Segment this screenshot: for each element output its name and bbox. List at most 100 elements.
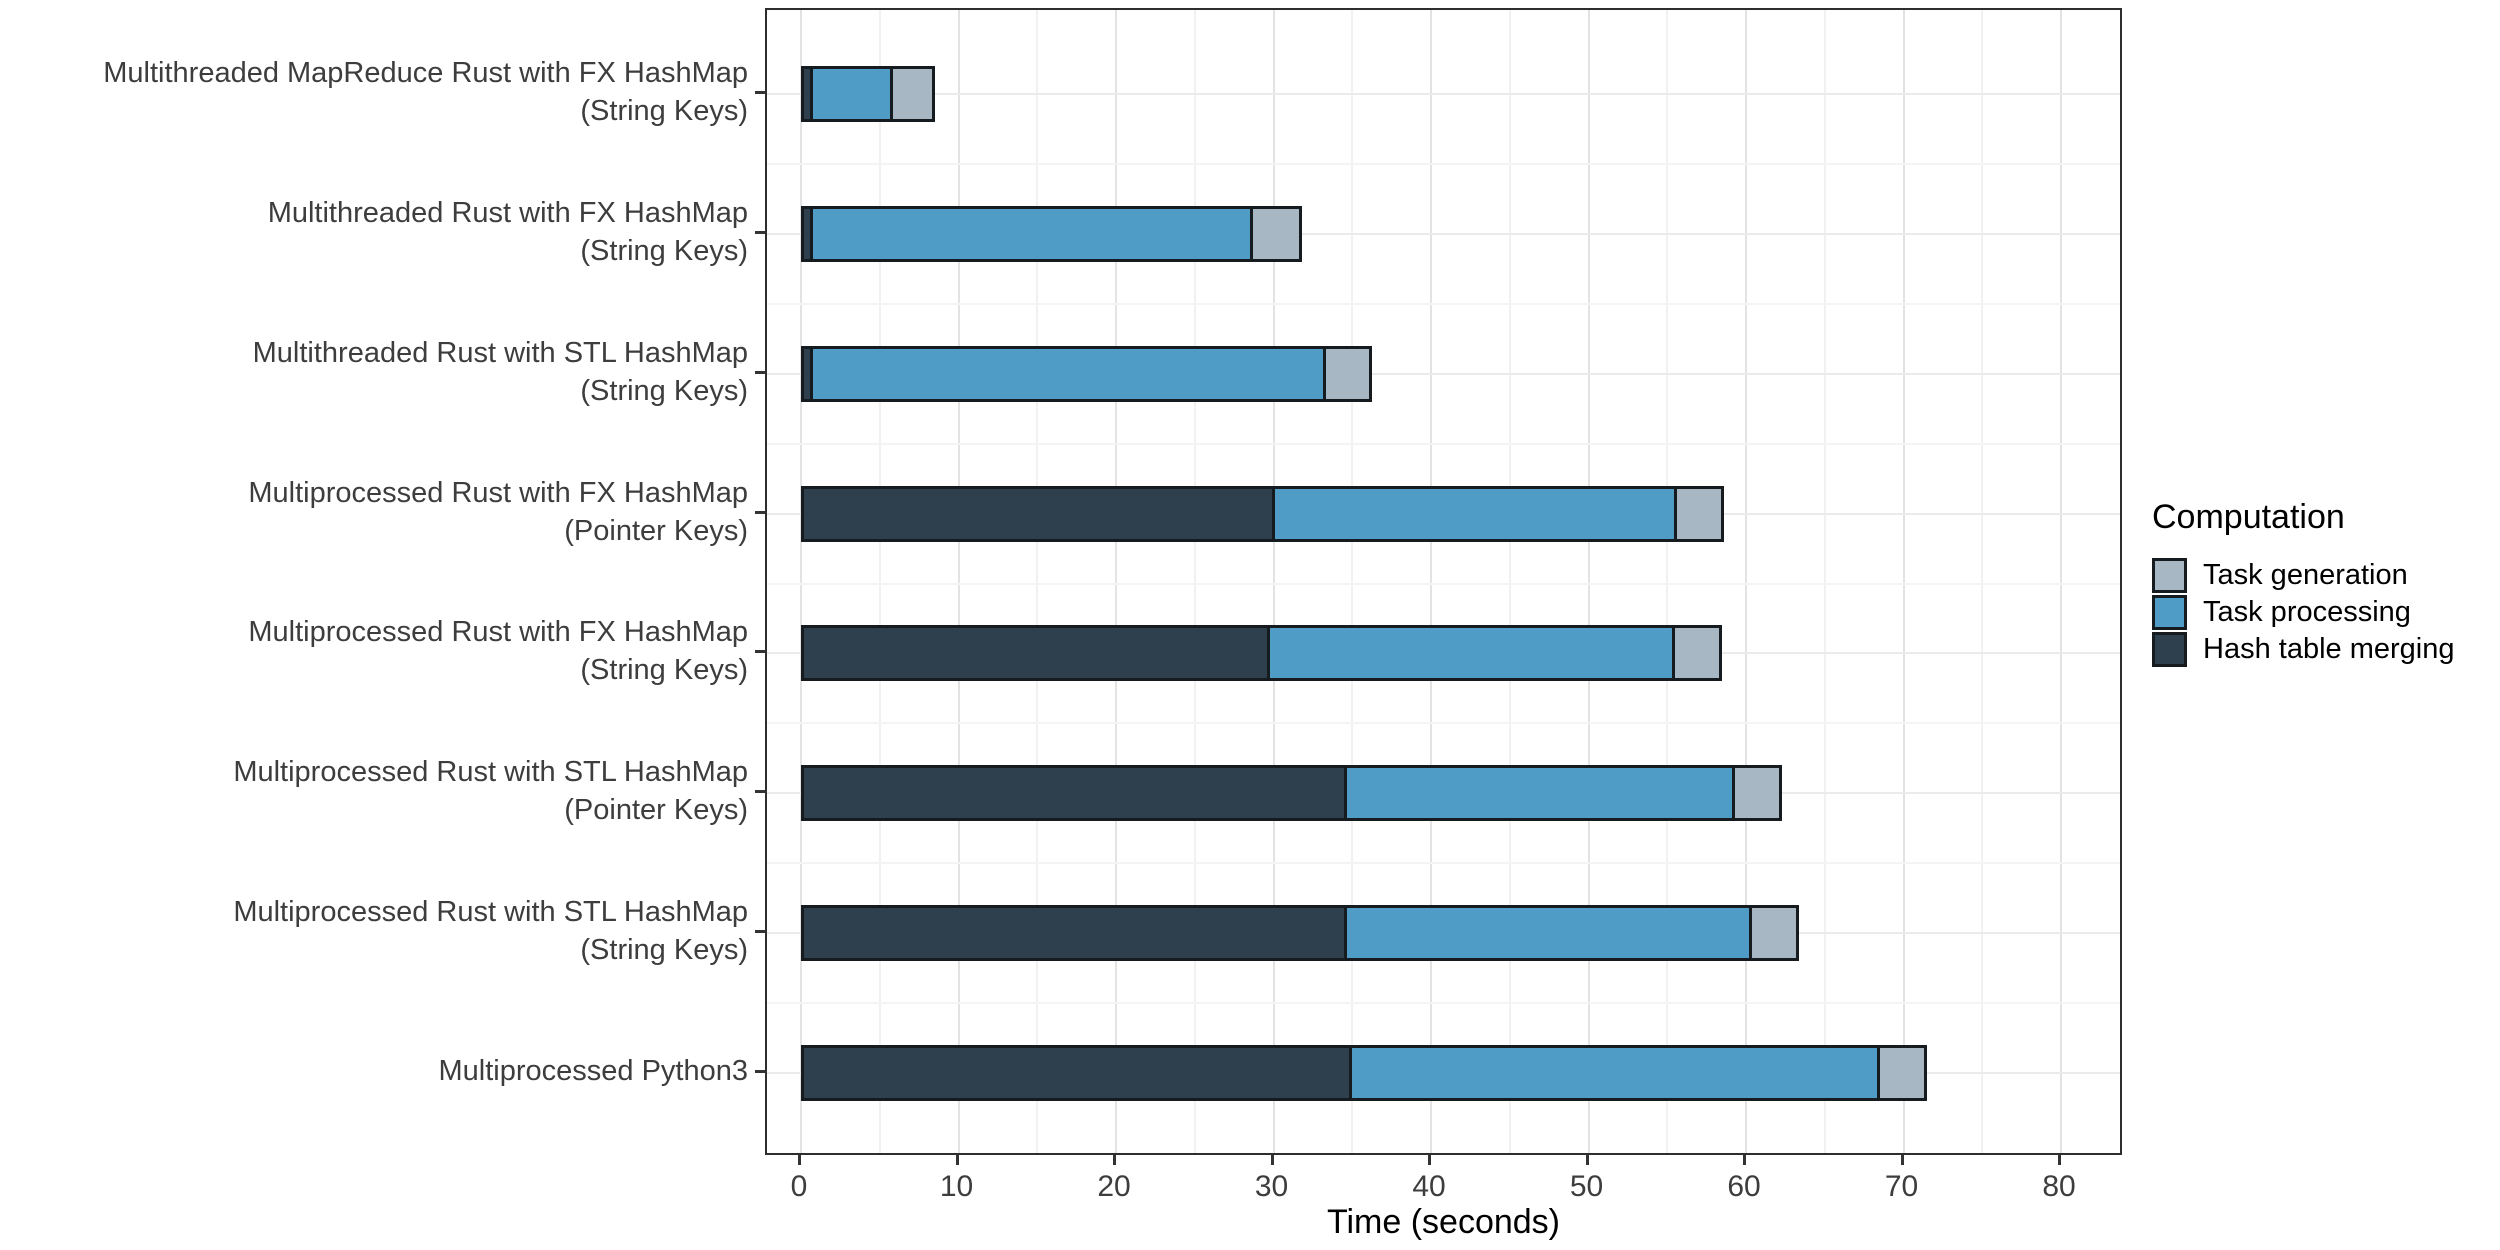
bar-segment-hash-table-merging [804,348,811,399]
bar-segment-task-processing [810,208,1251,259]
stacked-bar [801,625,1723,682]
category-label-line: Multiprocessed Rust with STL HashMap [233,756,748,789]
x-gridline-minor [878,10,881,1153]
y-gridline-minor [767,1002,2120,1005]
x-gridline-major [1745,10,1747,1153]
bar-segment-hash-table-merging [804,768,1345,819]
bar-segment-task-processing [1271,488,1674,539]
bar-segment-task-generation [1732,768,1779,819]
category-label-line: (String Keys) [580,94,748,127]
x-tick-mark [1743,1155,1746,1165]
category-label-line: (String Keys) [580,934,748,967]
legend-item: Task generation [2152,557,2454,594]
y-gridline-major [767,232,2120,235]
stacked-bar [801,485,1724,542]
x-gridline-major [1587,10,1590,1153]
category-label: Multithreaded MapReduce Rust with FX Has… [0,54,748,130]
x-gridline-minor [1351,10,1354,1153]
category-label-line: (Pointer Keys) [564,514,748,547]
category-label-line: Multiprocessed Rust with FX HashMap [248,476,748,509]
category-label: Multiprocessed Rust with FX HashMap (Poin… [0,474,748,550]
x-tick-mark [1428,1155,1431,1165]
bar-segment-task-generation [1672,628,1720,679]
x-gridline-minor [1981,10,1984,1153]
bar-segment-task-processing [810,348,1323,399]
legend-swatch-hash-table-merging [2152,632,2187,667]
x-tick-mark [1585,1155,1589,1165]
bar-segment-task-processing [1344,768,1733,819]
y-gridline-minor [767,862,2120,865]
y-tick-mark [755,370,765,374]
bar-segment-task-generation [1876,1048,1924,1099]
legend-swatch-task-processing [2152,595,2187,630]
y-gridline-minor [767,582,2120,585]
bar-segment-hash-table-merging [804,488,1272,539]
y-gridline-major [767,92,2120,95]
stacked-bar [801,765,1782,822]
bar-segment-task-processing [1344,908,1750,959]
category-label-line: Multithreaded Rust with FX HashMap [267,196,748,229]
bar-segment-task-generation [1673,488,1721,539]
category-label-line: Multithreaded MapReduce Rust with FX Has… [103,56,748,89]
x-tick-label: 10 [939,1170,974,1203]
category-label-line: Multiprocessed Rust with STL HashMap [233,896,748,929]
x-tick-mark [1900,1155,1904,1165]
bar-segment-hash-table-merging [804,908,1345,959]
bar-segment-task-processing [1349,1048,1877,1099]
y-gridline-minor [767,302,2120,305]
x-gridline-major [1272,10,1275,1153]
y-tick-mark [755,1070,765,1074]
bar-segment-hash-table-merging [804,208,811,259]
category-label: Multiprocessed Python3 [0,1052,749,1090]
category-label-line: (Pointer Keys) [564,794,748,827]
bar-segment-task-processing [1267,628,1673,679]
x-gridline-major [1115,10,1117,1153]
stacked-bar [801,205,1302,262]
x-tick-label: 40 [1412,1170,1446,1203]
bar-segment-hash-table-merging [804,628,1268,679]
bar-segment-task-generation [1322,348,1370,399]
x-tick-mark [798,1155,801,1165]
category-label-line: Multiprocessed Python3 [438,1055,749,1088]
stacked-bar [801,905,1800,962]
category-label: Multiprocessed Rust with FX HashMap (Stri… [0,613,748,689]
x-tick-mark [1113,1155,1116,1165]
bar-segment-task-processing [810,68,890,119]
plot-panel [765,8,2122,1155]
x-gridline-major [2060,10,2062,1153]
bar-segment-task-generation [1250,208,1299,259]
bar-segment-task-generation [1749,908,1797,959]
category-label-line: Multiprocessed Rust with FX HashMap [248,616,748,649]
y-tick-mark [755,650,765,654]
x-gridline-minor [1823,10,1826,1153]
category-label: Multithreaded Rust with FX HashMap (Strin… [0,194,748,270]
legend-items: Task generation Task processing Hash table… [2152,557,2454,668]
x-gridline-minor [1193,10,1196,1153]
stacked-bar [801,1045,1927,1102]
x-tick-label: 80 [2042,1170,2076,1203]
x-gridline-major [800,10,802,1153]
x-tick-label: 50 [1569,1170,1604,1203]
y-tick-mark [755,930,765,934]
bar-segment-hash-table-merging [804,1048,1350,1099]
x-tick-label: 60 [1727,1170,1761,1203]
y-gridline-major [767,372,2120,375]
category-label: Multiprocessed Rust with STL HashMap (Str… [0,893,748,969]
x-gridline-major [957,10,960,1153]
legend-swatch-task-generation [2152,558,2187,593]
legend-title: Computation [2152,498,2345,536]
x-tick-label: 20 [1097,1170,1131,1203]
category-label: Multithreaded Rust with STL HashMap (Stri… [0,334,748,410]
x-gridline-minor [1036,10,1039,1153]
stacked-bar [801,345,1373,402]
legend-item: Task processing [2152,594,2454,631]
legend-item-label: Hash table merging [2203,633,2455,665]
x-tick-label: 30 [1254,1170,1289,1203]
legend: Computation Task generation Task processi… [2152,498,2454,668]
stacked-bar [801,65,935,122]
y-gridline-minor [767,442,2120,445]
category-label-line: (String Keys) [580,654,748,687]
bar-segment-task-generation [889,68,932,119]
y-tick-mark [755,90,765,94]
x-tick-label: 0 [790,1170,808,1203]
